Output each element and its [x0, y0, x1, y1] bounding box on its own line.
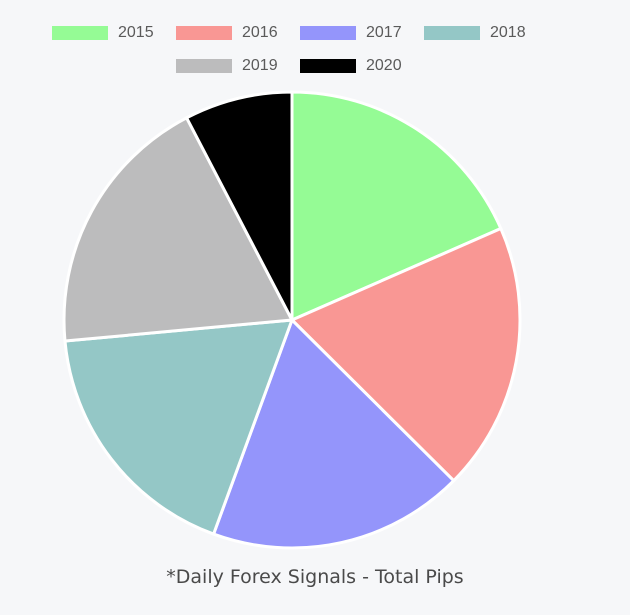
legend-item-2019[interactable]: 2019 — [176, 54, 278, 78]
pie-slice-2015[interactable] — [290, 90, 503, 322]
legend-item-2015[interactable]: 2015 — [52, 21, 154, 45]
chart-legend: 2015 2016 2017 2018 2019 2020 — [0, 0, 630, 90]
legend-swatch-2017 — [300, 26, 356, 40]
legend-swatch-2019 — [176, 59, 232, 73]
legend-swatch-2018 — [424, 26, 480, 40]
legend-label-2016: 2016 — [242, 24, 278, 41]
pie-slice-2019[interactable] — [62, 116, 294, 343]
pie-slice-2017[interactable] — [212, 318, 456, 550]
legend-swatch-2015 — [52, 26, 108, 40]
chart-caption: *Daily Forex Signals - Total Pips — [166, 566, 464, 588]
legend-item-2017[interactable]: 2017 — [300, 21, 402, 45]
legend-item-2018[interactable]: 2018 — [424, 21, 526, 45]
legend-label-2017: 2017 — [366, 24, 402, 41]
legend-swatch-2016 — [176, 26, 232, 40]
pie-plot-area — [62, 90, 522, 550]
legend-swatch-2020 — [300, 59, 356, 73]
legend-label-2018: 2018 — [490, 24, 526, 41]
legend-item-2020[interactable]: 2020 — [300, 54, 402, 78]
legend-label-2015: 2015 — [118, 24, 154, 41]
legend-label-2020: 2020 — [366, 57, 402, 74]
pie-slice-2018[interactable] — [63, 318, 294, 536]
legend-label-2019: 2019 — [242, 57, 278, 74]
pie-slice-2020[interactable] — [185, 90, 294, 322]
legend-item-2016[interactable]: 2016 — [176, 21, 278, 45]
pie-slice-2016[interactable] — [290, 227, 522, 483]
